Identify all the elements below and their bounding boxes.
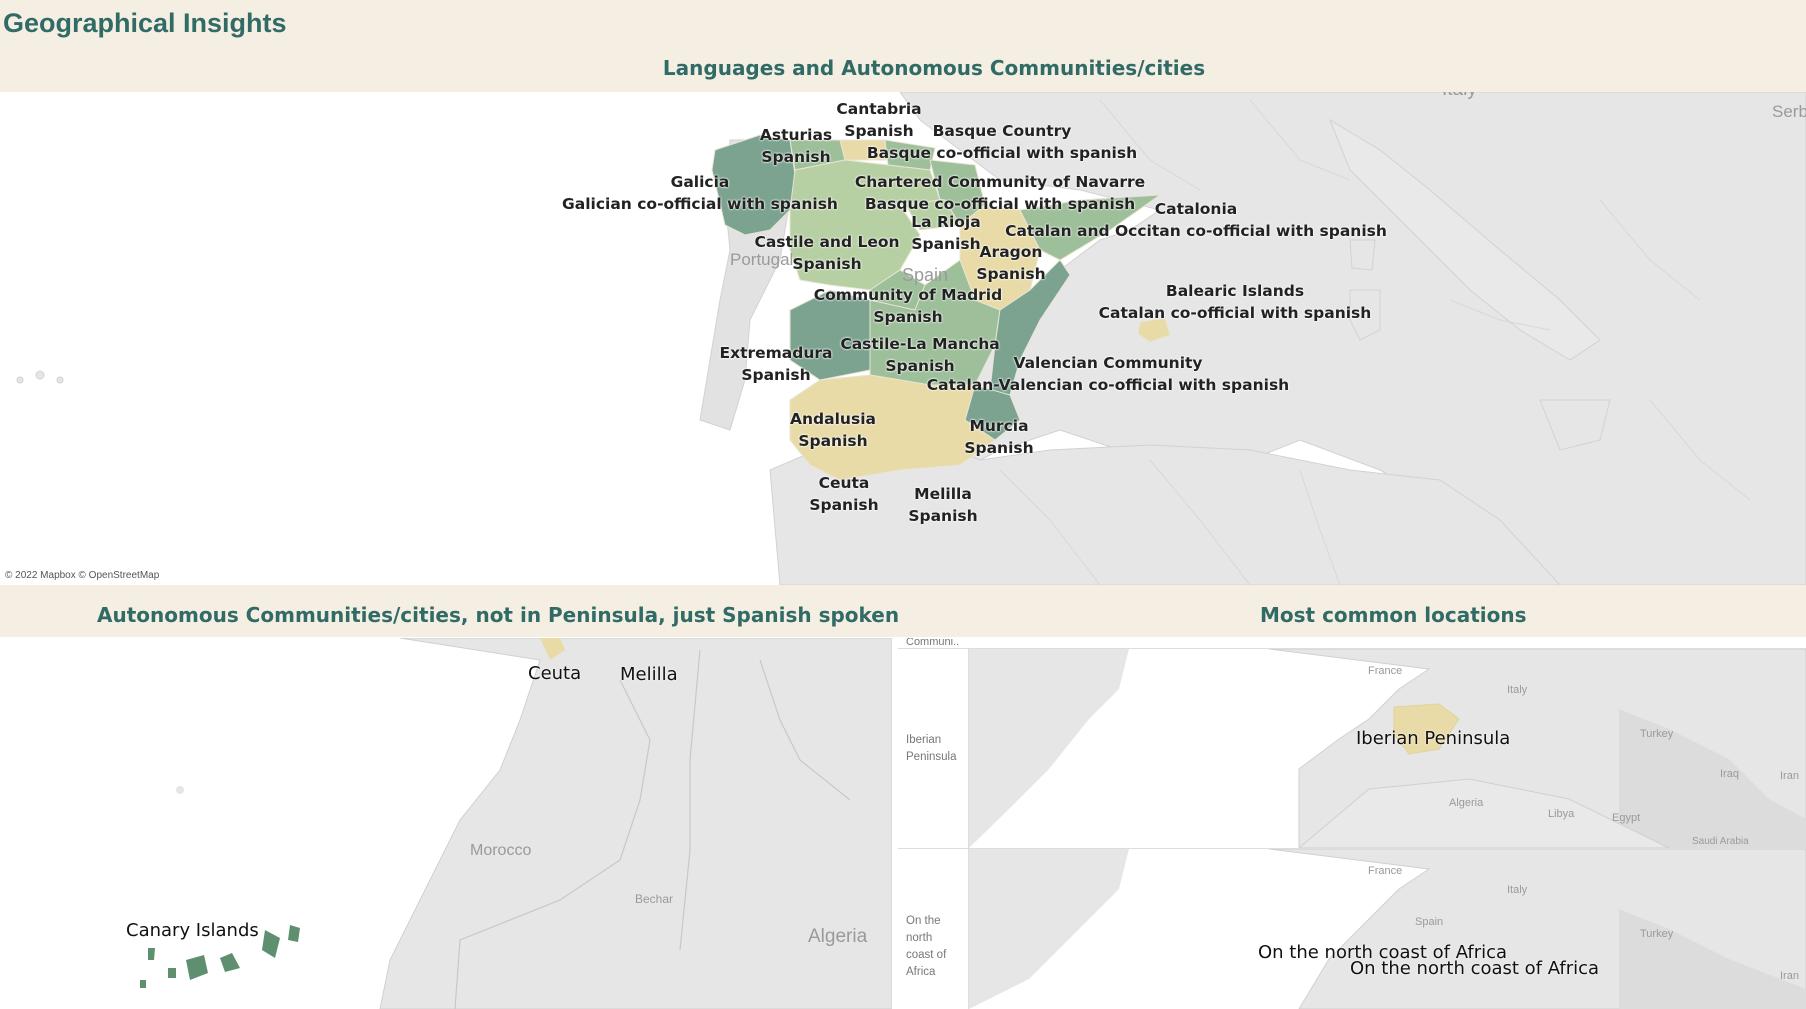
bottom-left-title: Autonomous Communities/cities, not in Pe… (97, 603, 900, 627)
languages-map[interactable]: Italy Serbi Portugal Spain (0, 92, 1806, 585)
bg-label-portugal: Portugal (730, 250, 794, 269)
region-label-galicia: Galicia Galician co-official with spanish (562, 173, 838, 213)
north-africa-minimap (969, 849, 1806, 1009)
row-header-north-africa: On the north coast of Africa (906, 915, 947, 978)
bg-label-spain: Spain (902, 265, 949, 285)
bg-label-algeria: Algeria (808, 926, 868, 947)
column-header: Communi.. (906, 638, 960, 648)
bg-label-turkey-2: Turkey (1640, 928, 1674, 940)
region-label-basque-country: Basque Country Basque co-official with sp… (866, 122, 1138, 162)
bg-label-italy-2: Italy (1507, 884, 1528, 896)
bg-label-saudi: Saudi Arabia (1692, 836, 1749, 847)
bg-label-iran-2: Iran (1780, 970, 1799, 982)
region-label-asturias: Asturias Spanish (759, 126, 833, 166)
region-label-extremadura: Extremadura Spanish (719, 344, 833, 384)
bg-label-spain-2: Spain (1415, 916, 1444, 928)
header-band (0, 0, 1806, 92)
row-header-iberian: Iberian Peninsula (906, 734, 957, 763)
region-label-catalonia: Catalonia Catalan and Occitan co-official… (1005, 200, 1387, 240)
region-label-aragon: Aragon Spanish (976, 243, 1046, 283)
bg-label-italy: Italy (1442, 92, 1477, 101)
languages-map-svg (16, 92, 1806, 585)
iberian-minimap (969, 649, 1806, 848)
label-canary-islands: Canary Islands (126, 920, 259, 941)
bg-label-egypt: Egypt (1612, 812, 1641, 824)
label-north-africa-1: On the north coast of Africa (1258, 942, 1508, 963)
islands-map-svg (140, 638, 892, 1009)
region-label-castile-la-mancha: Castile-La Mancha Spanish (840, 335, 1000, 375)
region-label-murcia: Murcia Spanish (964, 417, 1034, 457)
region-label-castile-leon: Castile and Leon Spanish (754, 233, 900, 273)
region-label-navarre: Chartered Community of Navarre Basque co-… (854, 173, 1146, 213)
page-title: Geographical Insights (3, 8, 287, 38)
bg-label-serbia: Serbi (1772, 102, 1806, 121)
region-label-la-rioja: La Rioja Spanish (911, 213, 981, 253)
bg-label-bechar: Bechar (635, 892, 674, 906)
bg-label-turkey: Turkey (1640, 728, 1674, 740)
map-attribution: © 2022 Mapbox © OpenStreetMap (5, 570, 160, 581)
label-iberian-peninsula: Iberian Peninsula (1356, 728, 1511, 749)
region-label-valencian: Valencian Community Catalan-Valencian co-… (926, 354, 1290, 394)
top-map-title: Languages and Autonomous Communities/cit… (662, 56, 1206, 80)
label-ceuta: Ceuta (528, 663, 582, 684)
region-label-balearic: Balearic Islands Catalan co-official with… (1098, 282, 1372, 322)
divider (968, 648, 969, 1009)
bg-label-algeria-small: Algeria (1449, 797, 1484, 809)
bg-label-libya: Libya (1548, 808, 1575, 820)
region-label-cantabria: Cantabria Spanish (836, 100, 922, 140)
bg-label-france: France (1368, 665, 1403, 677)
bg-label-italy-small: Italy (1507, 684, 1528, 696)
region-label-madrid: Community of Madrid Spanish (813, 286, 1003, 326)
bg-label-iraq: Iraq (1720, 768, 1739, 780)
islands-map[interactable]: Morocco Bechar Algeria Ceuta Melilla Can… (0, 638, 892, 1009)
bg-label-iran: Iran (1780, 770, 1799, 782)
region-label-andalusia: Andalusia Spanish (790, 410, 876, 450)
section-band (0, 585, 1806, 637)
label-north-africa-2: On the north coast of Africa (1350, 958, 1600, 979)
region-label-ceuta: Ceuta Spanish (809, 474, 879, 514)
locations-panel[interactable]: Communi.. Iberian Peninsula On the north… (898, 638, 1806, 1009)
bottom-right-title: Most common locations (1260, 603, 1527, 627)
bg-label-france-2: France (1368, 865, 1403, 877)
label-melilla: Melilla (620, 664, 678, 685)
bg-label-morocco: Morocco (470, 842, 532, 859)
region-label-melilla: Melilla Spanish (908, 485, 978, 525)
